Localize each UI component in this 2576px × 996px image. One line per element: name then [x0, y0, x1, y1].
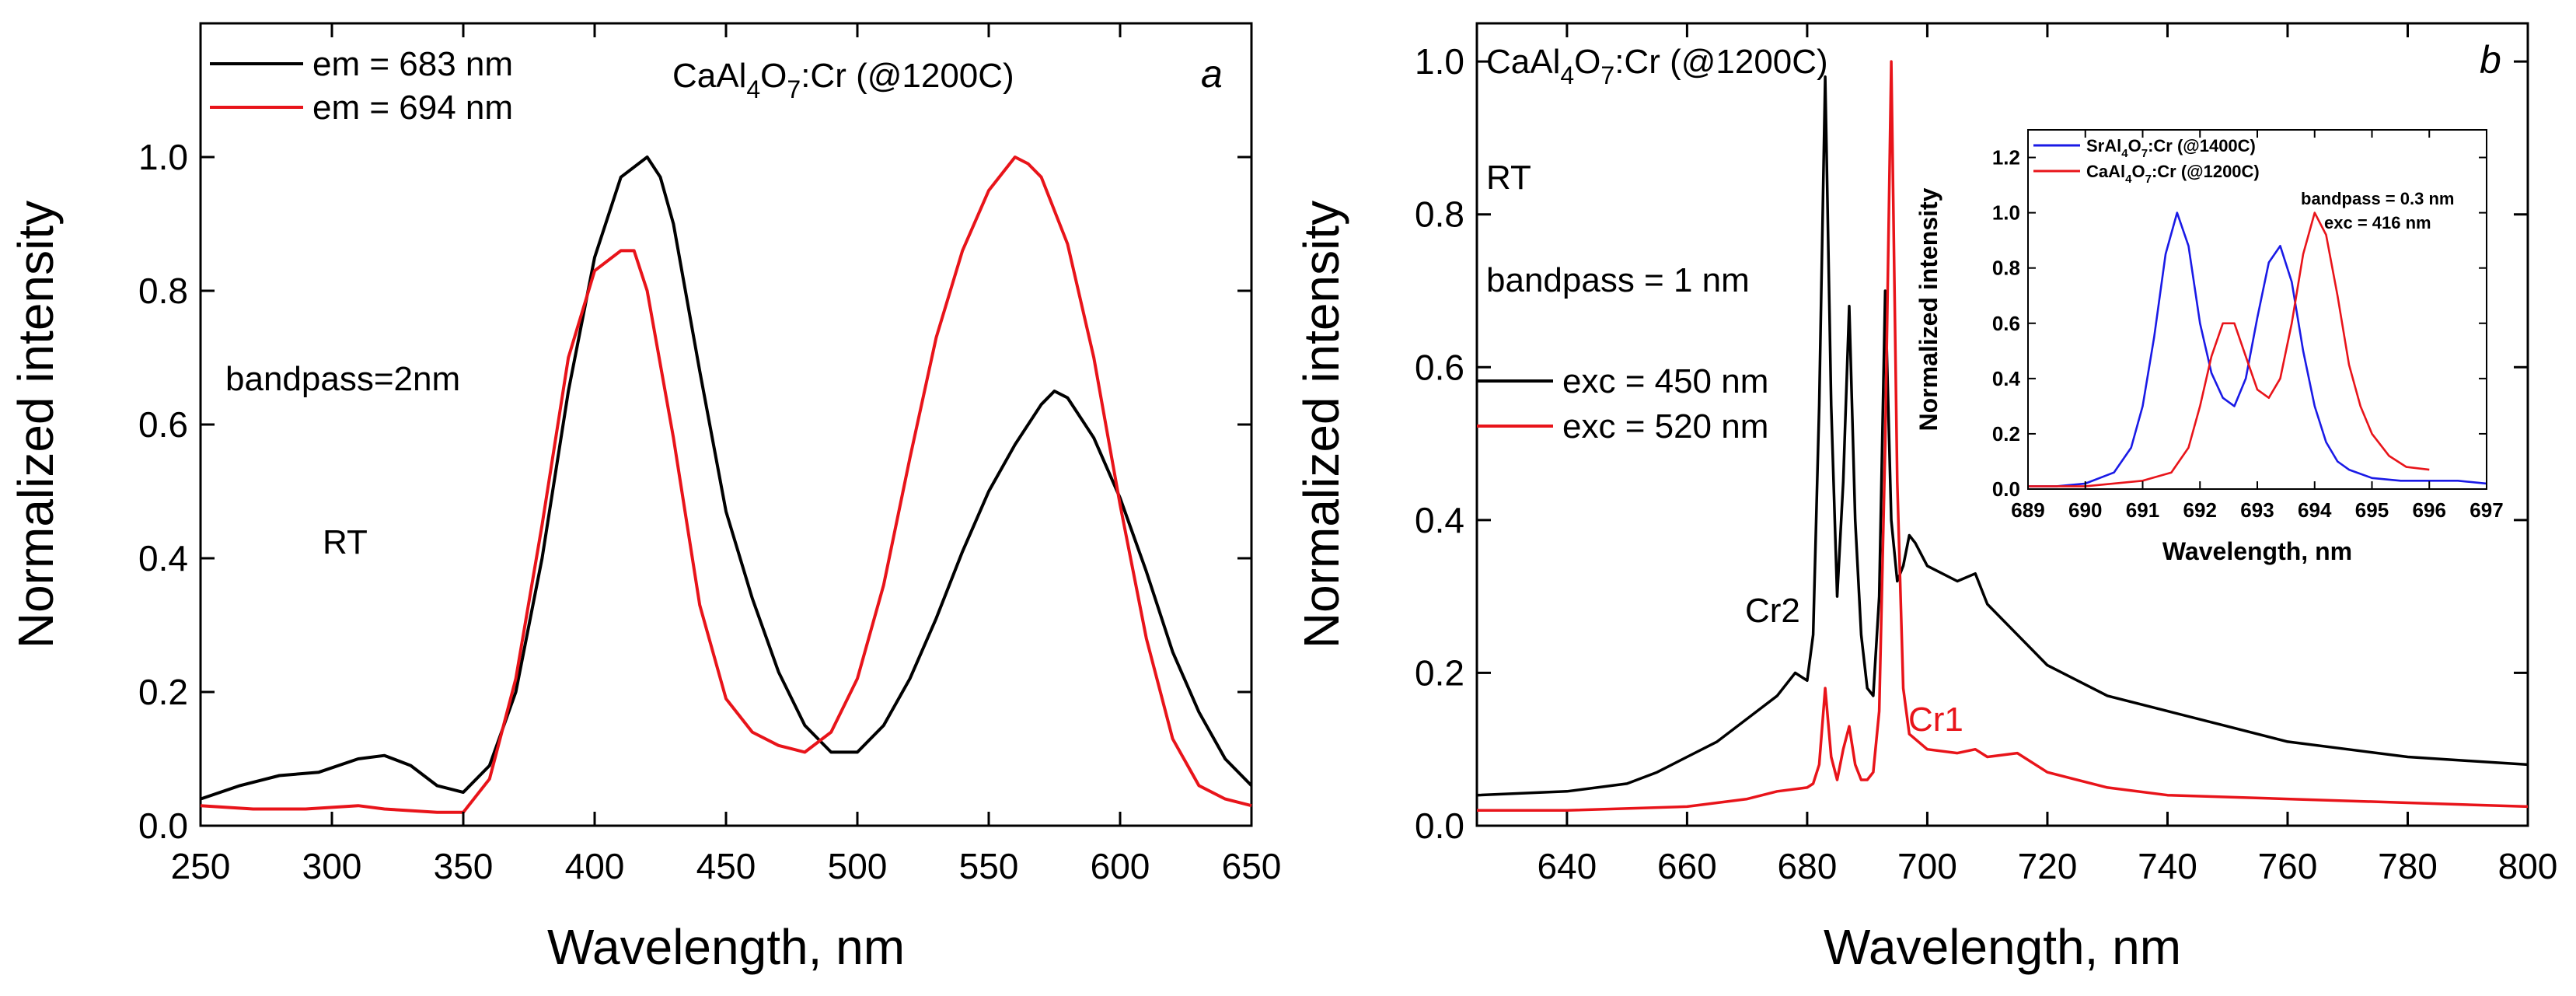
i-ytick-label: 0.4	[1992, 367, 2021, 390]
inset-series	[2028, 211, 2487, 488]
b-xtick-label: 760	[2258, 846, 2318, 886]
b-xtick-label: 640	[1538, 846, 1597, 886]
i-series-line-0	[2028, 211, 2487, 488]
panel-b-series	[1476, 60, 2529, 813]
b-ytick-label: 1.0	[1415, 41, 1464, 82]
a-ytick-label: 0.0	[138, 806, 188, 846]
a-ytick-label: 1.0	[138, 137, 188, 177]
a-xtick-label: 650	[1222, 846, 1282, 886]
inset-legend-label-caal: CaAl4O7:Cr (@1200C)	[2086, 162, 2260, 186]
a-xtick-label: 350	[434, 846, 494, 886]
i-xtick-label: 693	[2240, 498, 2274, 522]
legend-label-exc520: exc = 520 nm	[1562, 407, 1768, 446]
annotation-cr1: Cr1	[1908, 701, 1963, 739]
b-xtick-label: 780	[2378, 846, 2438, 886]
b-xtick-label: 700	[1897, 846, 1957, 886]
panel-a-series	[200, 156, 1253, 814]
b-ytick-label: 0.2	[1415, 652, 1464, 693]
inset-xlabel: Wavelength, nm	[2162, 537, 2352, 565]
panel-a: 250 300 350 400 450 500 550 600 650 0.0 0.2 0.4 0.6…	[8, 22, 1282, 975]
i-ytick-label: 0.0	[1992, 477, 2020, 501]
i-xtick-label: 689	[2011, 498, 2044, 522]
a-ytick-label: 0.8	[138, 271, 188, 311]
i-ytick-label: 1.2	[1992, 146, 2020, 169]
b-xtick-label: 740	[2138, 846, 2197, 886]
legend-label-exc450: exc = 450 nm	[1562, 362, 1768, 400]
i-ytick-label: 0.6	[1992, 312, 2020, 335]
annotation-bandpass-1nm: bandpass = 1 nm	[1486, 261, 1750, 299]
panel-b-title: CaAl4O7:Cr (@1200C)	[1486, 43, 1828, 89]
panel-a-x-ticks: 250 300 350 400 450 500 550 600 650	[171, 23, 1282, 886]
a-xtick-label: 400	[565, 846, 625, 886]
panel-a-xlabel: Wavelength, nm	[547, 919, 905, 975]
panel-a-letter: a	[1201, 52, 1223, 96]
annotation-rt-a: RT	[323, 523, 368, 561]
inset-chart: 689 690 691 692 693 694 695 696 697 0.0 0.2 0.4 0.6…	[1915, 127, 2504, 565]
legend-label-em694: em = 694 nm	[312, 89, 513, 127]
b-series-line-0	[1476, 75, 2529, 797]
i-xtick-label: 694	[2298, 498, 2332, 522]
i-xtick-label: 696	[2413, 498, 2446, 522]
i-xtick-label: 691	[2126, 498, 2159, 522]
panel-b-letter: b	[2480, 38, 2501, 82]
i-xtick-label: 695	[2355, 498, 2389, 522]
a-series-line-1	[200, 156, 1252, 814]
panel-a-title: CaAl4O7:Cr (@1200C)	[672, 57, 1014, 103]
a-xtick-label: 250	[171, 846, 231, 886]
panel-b-x-ticks: 640 660 680 700 720 740 760 780 800	[1538, 23, 2558, 886]
i-xtick-label: 690	[2068, 498, 2102, 522]
panel-b-ylabel: Normalized intensity	[1293, 201, 1349, 648]
a-ytick-label: 0.4	[138, 538, 188, 578]
panel-a-y-ticks: 0.0 0.2 0.4 0.6 0.8 1.0	[138, 137, 1251, 846]
a-ytick-label: 0.2	[138, 672, 188, 712]
a-xtick-label: 450	[696, 846, 756, 886]
inset-x-ticks: 689 690 691 692 693 694 695 696 697	[2011, 130, 2504, 522]
a-xtick-label: 600	[1091, 846, 1150, 886]
inset-y-ticks: 0.0 0.2 0.4 0.6 0.8 1.0 1.2	[1992, 146, 2487, 501]
inset-background	[2021, 127, 2487, 489]
panel-b: 640 660 680 700 720 740 760 780 800 0.0 0.2 0.4 0.6…	[1293, 22, 2558, 975]
panel-b-xlabel: Wavelength, nm	[1824, 919, 2181, 975]
a-series-line-0	[200, 156, 1253, 801]
b-ytick-label: 0.6	[1415, 347, 1464, 387]
i-ytick-label: 0.8	[1992, 257, 2020, 280]
panel-a-ylabel: Normalized intensity	[8, 201, 64, 648]
inset-annotation-bandpass: bandpass = 0.3 nm	[2301, 189, 2454, 208]
a-ytick-label: 0.6	[138, 404, 188, 445]
a-xtick-label: 500	[828, 846, 888, 886]
i-xtick-label: 697	[2470, 498, 2503, 522]
i-series-line-1	[2028, 211, 2430, 488]
b-xtick-label: 720	[2018, 846, 2078, 886]
inset-annotation-exc: exc = 416 nm	[2324, 213, 2431, 232]
annotation-rt-b: RT	[1486, 159, 1531, 197]
b-ytick-label: 0.8	[1415, 194, 1464, 235]
inset-legend-label-sral: SrAl4O7:Cr (@1400C)	[2086, 136, 2256, 160]
b-series-line-1	[1477, 60, 2529, 813]
annotation-bandpass-2nm: bandpass=2nm	[225, 360, 460, 398]
i-ytick-label: 0.2	[1992, 422, 2020, 446]
legend-label-em683: em = 683 nm	[312, 45, 513, 83]
a-xtick-label: 550	[959, 846, 1019, 886]
b-xtick-label: 800	[2498, 846, 2558, 886]
inset-ylabel: Normalized intensity	[1915, 187, 1942, 431]
annotation-cr2: Cr2	[1745, 592, 1800, 630]
b-xtick-label: 660	[1657, 846, 1717, 886]
b-ytick-label: 0.4	[1415, 500, 1464, 540]
panel-a-frame	[199, 22, 1253, 827]
i-xtick-label: 692	[2183, 498, 2217, 522]
b-ytick-label: 0.0	[1415, 806, 1464, 846]
a-xtick-label: 300	[302, 846, 362, 886]
b-xtick-label: 680	[1778, 846, 1838, 886]
panel-b-y-ticks: 0.0 0.2 0.4 0.6 0.8 1.0	[1415, 41, 2528, 846]
i-ytick-label: 1.0	[1992, 201, 2020, 225]
